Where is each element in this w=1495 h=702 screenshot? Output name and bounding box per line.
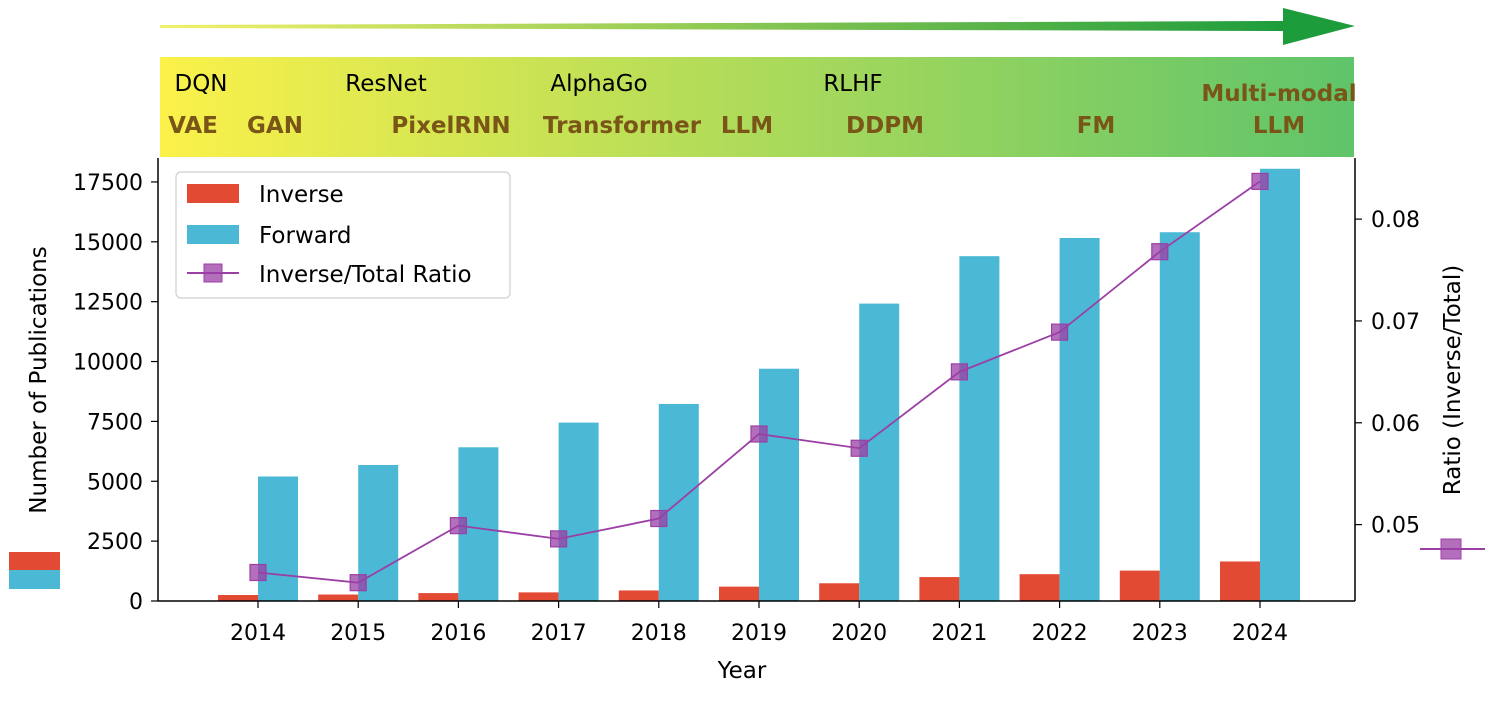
timeline-arrow-head bbox=[1283, 8, 1355, 45]
ratio-marker-2023 bbox=[1151, 243, 1169, 261]
timeline-label-pixelrnn: PixelRNN bbox=[391, 113, 510, 139]
bar-inverse-2022 bbox=[1019, 574, 1060, 601]
ratio-marker-2017 bbox=[549, 530, 568, 548]
x-axis-label: Year bbox=[717, 658, 767, 684]
x-tick-label-2019: 2019 bbox=[731, 621, 787, 646]
ratio-marker-2019 bbox=[750, 425, 768, 443]
timeline-label-multimodal-line1: Multi-modal bbox=[1201, 81, 1356, 107]
timeline-arrow bbox=[160, 8, 1355, 45]
timeline-arrow-shaft bbox=[160, 21, 1285, 31]
timeline-label-dqn: DQN bbox=[174, 71, 227, 97]
ratio-marker-2015 bbox=[349, 574, 367, 592]
timeline-label-fm: FM bbox=[1077, 113, 1116, 139]
ratio-marker-2016 bbox=[449, 517, 467, 535]
y2-axis-series-key bbox=[1420, 538, 1485, 560]
x-tick-label-2014: 2014 bbox=[230, 621, 286, 646]
y2-tick-label-0.08: 0.08 bbox=[1371, 208, 1420, 233]
timeline-label-alphago: AlphaGo bbox=[550, 71, 647, 97]
ratio-marker-2024 bbox=[1251, 172, 1269, 191]
ratio-marker-2020 bbox=[850, 439, 868, 457]
ratio-marker-2018 bbox=[650, 509, 668, 528]
y-tick-label-10000: 10000 bbox=[73, 351, 143, 376]
plot-frame bbox=[157, 158, 1356, 602]
bar-forward-2014 bbox=[258, 476, 298, 601]
legend-label-inverse: Inverse bbox=[259, 182, 344, 208]
legend-swatch-forward bbox=[187, 225, 239, 244]
bar-inverse-2018 bbox=[618, 590, 659, 601]
x-tick-label-2024: 2024 bbox=[1232, 621, 1288, 646]
bar-forward-2023 bbox=[1159, 232, 1200, 602]
y-tick-label-7500: 7500 bbox=[87, 410, 143, 435]
x-tick-label-2018: 2018 bbox=[631, 621, 687, 646]
y-tick-label-17500: 17500 bbox=[73, 171, 143, 196]
bar-inverse-2021 bbox=[919, 577, 960, 601]
x-tick-label-2020: 2020 bbox=[831, 621, 887, 646]
ratio-marker-2014 bbox=[249, 563, 267, 582]
y2-axis-label: Ratio (Inverse/Total) bbox=[1440, 265, 1466, 495]
ratio-marker-2022 bbox=[1050, 323, 1069, 341]
bar-inverse-2015 bbox=[318, 594, 359, 601]
bar-forward-2024 bbox=[1260, 168, 1300, 601]
y-tick-label-0: 0 bbox=[129, 590, 143, 615]
x-tick-label-2022: 2022 bbox=[1032, 621, 1088, 646]
x-tick-label-2021: 2021 bbox=[931, 621, 987, 646]
bar-inverse-2014 bbox=[218, 595, 258, 601]
bar-inverse-2019 bbox=[719, 586, 759, 601]
timeline-band: DQN ResNet AlphaGo RLHF VAE GAN PixelRNN Trans… bbox=[160, 57, 1357, 157]
bar-inverse-2016 bbox=[418, 593, 459, 601]
timeline-band-background bbox=[160, 57, 1354, 157]
bar-inverse-2020 bbox=[819, 583, 860, 601]
forward-key-swatch bbox=[9, 570, 60, 589]
timeline-label-ddpm: DDPM bbox=[846, 113, 924, 139]
legend-swatch-inverse bbox=[187, 184, 239, 203]
bar-forward-2021 bbox=[959, 256, 1000, 601]
y-axis-series-key bbox=[9, 552, 60, 589]
ratio-key-marker bbox=[1440, 538, 1462, 560]
timeline-label-gan: GAN bbox=[247, 113, 303, 139]
bar-forward-2022 bbox=[1059, 237, 1100, 601]
y-tick-label-12500: 12500 bbox=[73, 291, 143, 316]
timeline-label-resnet: ResNet bbox=[345, 71, 426, 97]
x-tick-label-2016: 2016 bbox=[430, 621, 486, 646]
x-tick-label-2023: 2023 bbox=[1132, 621, 1188, 646]
ratio-marker-2021 bbox=[950, 363, 969, 381]
legend-label-forward: Forward bbox=[259, 223, 352, 249]
bar-inverse-2024 bbox=[1220, 561, 1260, 601]
y-tick-label-15000: 15000 bbox=[73, 231, 143, 256]
y-tick-label-2500: 2500 bbox=[87, 530, 143, 555]
y2-tick-label-0.07: 0.07 bbox=[1371, 310, 1420, 335]
legend-label-ratio: Inverse/Total Ratio bbox=[259, 262, 472, 288]
x-tick-label-2017: 2017 bbox=[531, 621, 587, 646]
y2-tick-label-0.06: 0.06 bbox=[1371, 412, 1420, 437]
timeline-label-llm: LLM bbox=[721, 113, 773, 139]
legend: Inverse Forward Inverse/Total Ratio bbox=[175, 171, 511, 299]
bar-forward-2017 bbox=[558, 422, 599, 601]
timeline-label-multimodal-line2: LLM bbox=[1253, 113, 1305, 139]
inverse-key-swatch bbox=[9, 552, 60, 570]
timeline-label-rlhf: RLHF bbox=[823, 71, 882, 97]
legend-box bbox=[175, 171, 511, 299]
bar-inverse-2023 bbox=[1119, 570, 1160, 601]
y2-tick-label-0.05: 0.05 bbox=[1371, 514, 1420, 539]
bar-inverse-2017 bbox=[518, 592, 559, 601]
y-tick-label-5000: 5000 bbox=[87, 470, 143, 495]
legend-marker-ratio bbox=[203, 263, 223, 283]
timeline-label-vae: VAE bbox=[168, 113, 218, 139]
y-axis-label: Number of Publications bbox=[26, 246, 52, 513]
bar-forward-2019 bbox=[759, 368, 799, 601]
x-tick-label-2015: 2015 bbox=[330, 621, 386, 646]
timeline-label-transformer: Transformer bbox=[543, 113, 702, 139]
